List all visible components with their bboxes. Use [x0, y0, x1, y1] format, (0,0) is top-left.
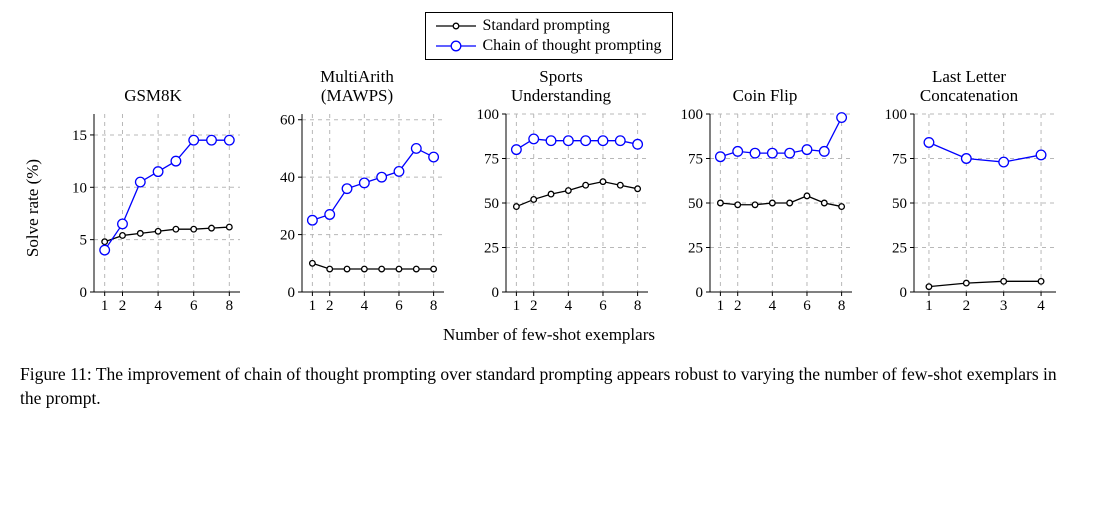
svg-text:4: 4	[1037, 298, 1045, 314]
legend-item: Standard prompting	[436, 16, 661, 36]
svg-text:1: 1	[717, 298, 725, 314]
chart-svg: 0 20 40 60 12 4 6 8	[264, 108, 450, 318]
svg-text:2: 2	[530, 298, 538, 314]
svg-text:8: 8	[838, 298, 846, 314]
svg-text:40: 40	[280, 170, 295, 186]
svg-text:4: 4	[154, 298, 162, 314]
legend-label: Chain of thought prompting	[482, 36, 661, 56]
svg-text:10: 10	[72, 180, 87, 196]
charts-row: Solve rate (%) GSM8K05101512468MultiArit…	[20, 66, 1078, 323]
legend-container: Standard promptingChain of thought promp…	[20, 12, 1078, 66]
y-axis-label: Solve rate (%)	[23, 159, 43, 257]
svg-text:0: 0	[900, 285, 908, 301]
svg-text:8: 8	[430, 298, 438, 314]
svg-text:6: 6	[190, 298, 198, 314]
chart-title: GSM8K	[124, 66, 182, 106]
svg-text:4: 4	[565, 298, 573, 314]
svg-text:50: 50	[892, 196, 907, 212]
svg-text:25: 25	[688, 241, 703, 257]
ylabel-cell: Solve rate (%)	[20, 93, 46, 323]
svg-text:100: 100	[477, 108, 500, 123]
svg-text:2: 2	[734, 298, 742, 314]
svg-text:3: 3	[1000, 298, 1008, 314]
legend-box: Standard promptingChain of thought promp…	[425, 12, 672, 60]
chart-panel: SportsUnderstanding 0 25 50 75 100 12 4 6 8	[468, 66, 654, 323]
chart-svg: 0 25 50 75 100 12 4 6 8	[468, 108, 654, 318]
svg-text:4: 4	[361, 298, 369, 314]
svg-text:100: 100	[681, 108, 704, 123]
svg-text:75: 75	[688, 152, 703, 168]
chart-title: Coin Flip	[733, 66, 798, 106]
chart-plot: 0 25 50 75 100 1 2 3 4	[876, 108, 1062, 323]
svg-text:4: 4	[769, 298, 777, 314]
chart-plot: 0 25 50 75 100 12 4 6 8	[468, 108, 654, 323]
legend-swatch	[436, 39, 476, 53]
svg-text:100: 100	[885, 108, 908, 123]
svg-text:75: 75	[892, 152, 907, 168]
svg-text:0: 0	[288, 285, 296, 301]
chart-svg: 0 25 50 75 100 1 2 3 4	[876, 108, 1062, 318]
x-axis-label: Number of few-shot exemplars	[20, 325, 1078, 345]
chart-plot: 0 20 40 60 12 4 6 8	[264, 108, 450, 323]
svg-text:8: 8	[226, 298, 234, 314]
chart-title: SportsUnderstanding	[511, 66, 611, 106]
chart-title: MultiArith(MAWPS)	[320, 66, 394, 106]
svg-text:2: 2	[963, 298, 971, 314]
chart-plot: 0 5 10 15 12 4 6 8	[60, 108, 246, 323]
legend-item: Chain of thought prompting	[436, 36, 661, 56]
figure-caption: Figure 11: The improvement of chain of t…	[20, 363, 1078, 410]
svg-text:25: 25	[484, 241, 499, 257]
svg-text:1: 1	[309, 298, 317, 314]
chart-svg: 0 5 10 15 12 4 6 8	[60, 108, 246, 318]
svg-text:50: 50	[484, 196, 499, 212]
svg-text:1: 1	[925, 298, 933, 314]
svg-text:20: 20	[280, 228, 295, 244]
svg-text:6: 6	[599, 298, 607, 314]
chart-panel: Last LetterConcatenation 0 25 50 75 100 1 2 3 4	[876, 66, 1062, 323]
svg-text:1: 1	[101, 298, 109, 314]
svg-text:2: 2	[326, 298, 334, 314]
svg-text:75: 75	[484, 152, 499, 168]
chart-panel: MultiArith(MAWPS) 0 20 40 60 12 4 6 8	[264, 66, 450, 323]
chart-panel: GSM8K 0 5 10 15 12 4 6 8	[60, 66, 246, 323]
svg-text:60: 60	[280, 113, 295, 129]
svg-text:25: 25	[892, 241, 907, 257]
chart-plot: 0 25 50 75 100 12 4 6 8	[672, 108, 858, 323]
svg-text:15: 15	[72, 128, 87, 144]
panels-host: GSM8K05101512468MultiArith(MAWPS)0204060…	[60, 66, 1062, 323]
chart-panel: Coin Flip 0 25 50 75 100 12 4 6 8	[672, 66, 858, 323]
svg-text:1: 1	[513, 298, 521, 314]
chart-svg: 0 25 50 75 100 12 4 6 8	[672, 108, 858, 318]
svg-text:5: 5	[80, 233, 88, 249]
svg-text:8: 8	[634, 298, 642, 314]
svg-text:0: 0	[80, 285, 88, 301]
legend-label: Standard prompting	[482, 16, 610, 36]
svg-text:2: 2	[119, 298, 127, 314]
svg-text:0: 0	[492, 285, 500, 301]
legend-swatch	[436, 19, 476, 33]
svg-text:6: 6	[803, 298, 811, 314]
svg-text:6: 6	[395, 298, 403, 314]
svg-text:50: 50	[688, 196, 703, 212]
svg-text:0: 0	[696, 285, 704, 301]
chart-title: Last LetterConcatenation	[920, 66, 1018, 106]
